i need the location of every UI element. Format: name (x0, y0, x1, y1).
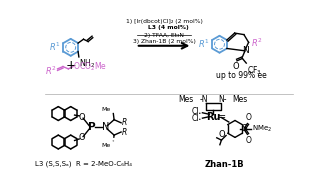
Text: $R^2$: $R^2$ (45, 64, 57, 77)
Text: $\cdot$: $\cdot$ (197, 107, 202, 117)
Text: N: N (103, 122, 110, 132)
Text: L3 (4 mol%): L3 (4 mol%) (148, 25, 188, 30)
Text: O: O (245, 136, 251, 145)
Text: N-: N- (218, 95, 226, 104)
Text: $R^1$: $R^1$ (49, 40, 61, 53)
Text: Mes: Mes (233, 95, 248, 104)
Text: Me: Me (102, 143, 111, 148)
Text: =: = (217, 112, 227, 122)
Text: N: N (242, 46, 249, 55)
Text: L3 (S,S,Sₐ)  R = 2-MeO-C₆H₄: L3 (S,S,Sₐ) R = 2-MeO-C₆H₄ (35, 160, 132, 167)
Text: 3) Zhan-1B (2 mol%): 3) Zhan-1B (2 mol%) (133, 39, 195, 44)
Text: $R^2$: $R^2$ (251, 36, 263, 49)
Text: O: O (219, 130, 225, 139)
Text: 1) [Ir(dbcot)Cl]₂ (2 mol%): 1) [Ir(dbcot)Cl]₂ (2 mol%) (126, 19, 203, 24)
Text: Me: Me (102, 107, 111, 112)
Text: $\cdot$: $\cdot$ (197, 113, 202, 123)
Text: P: P (88, 122, 95, 132)
Text: NMe$_2$: NMe$_2$ (252, 124, 272, 134)
Text: Ru: Ru (206, 112, 220, 122)
Text: S: S (242, 124, 247, 133)
Text: NH$_2$: NH$_2$ (79, 58, 95, 70)
Text: O: O (245, 113, 251, 122)
Text: up to 99% ee: up to 99% ee (216, 70, 267, 80)
Text: 2) TFAA, Et₃N: 2) TFAA, Et₃N (144, 33, 184, 38)
Text: Cl: Cl (192, 108, 199, 116)
Text: -N: -N (200, 95, 209, 104)
Text: CF$_3$: CF$_3$ (247, 65, 262, 77)
Text: O: O (232, 62, 239, 71)
Text: Cl: Cl (192, 114, 199, 123)
Text: OCO$_2$Me: OCO$_2$Me (73, 60, 107, 73)
Text: R: R (122, 118, 127, 126)
Text: O: O (78, 133, 85, 142)
Text: O: O (78, 113, 85, 122)
Text: +: + (65, 59, 76, 72)
Text: Zhan-1B: Zhan-1B (205, 160, 245, 169)
Text: $R^1$: $R^1$ (198, 37, 210, 50)
Text: R: R (122, 128, 127, 137)
Text: Mes: Mes (179, 95, 194, 104)
